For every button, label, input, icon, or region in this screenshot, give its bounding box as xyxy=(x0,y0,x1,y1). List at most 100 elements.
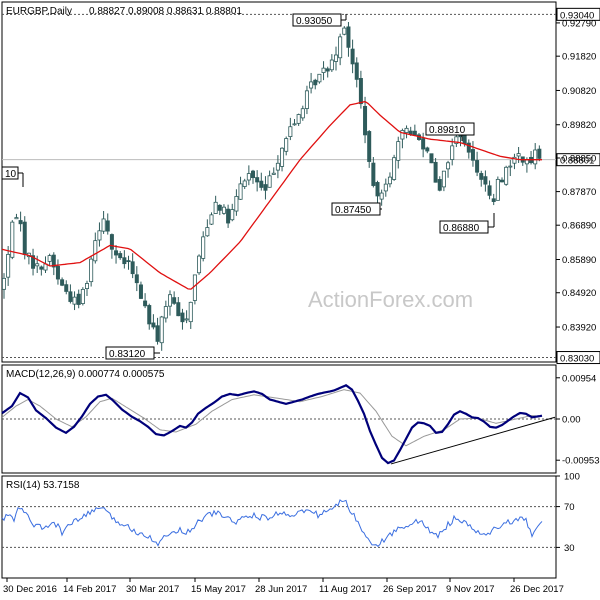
candle-body xyxy=(491,198,496,202)
price-ytick-label: 0.83920 xyxy=(562,323,596,334)
candle-body xyxy=(400,130,405,140)
candle-body xyxy=(180,312,185,323)
candle-body xyxy=(122,257,127,265)
price-hline-label-box xyxy=(556,7,600,21)
candle-body xyxy=(387,176,392,185)
price-ytick-label: 0.88850 xyxy=(562,154,596,165)
candle-body xyxy=(97,230,102,241)
candle-body xyxy=(537,148,542,159)
candle-body xyxy=(155,325,160,342)
price-header-ohlc: 0.88827 0.89008 0.88631 0.88801 xyxy=(89,6,242,17)
annotation-box xyxy=(105,346,155,360)
candle-body xyxy=(176,302,181,317)
candle-body xyxy=(22,221,27,256)
candle-body xyxy=(350,48,355,65)
price-panel-frame xyxy=(1,1,557,363)
rsi-ytick-label: 70 xyxy=(564,502,575,513)
candle-body xyxy=(114,250,119,256)
candle-body xyxy=(85,283,90,289)
candle-body xyxy=(263,184,268,191)
candle-body xyxy=(159,316,164,344)
candle-body xyxy=(31,255,36,269)
price-hline-label-box xyxy=(556,351,600,365)
x-tick-label: 15 May 2017 xyxy=(191,584,246,595)
candle-body xyxy=(221,206,226,214)
candle-body xyxy=(309,81,314,89)
macd-header-label: MACD(12,26,9) 0.000774 0.000575 xyxy=(6,369,165,380)
candle-body xyxy=(383,183,388,192)
candle-body xyxy=(250,170,255,179)
candle-body xyxy=(238,183,243,200)
candle-body xyxy=(72,296,77,305)
candle-body xyxy=(197,255,202,274)
annotation-label: 10 xyxy=(5,169,17,180)
candle-body xyxy=(321,67,326,73)
macd-line xyxy=(1,384,543,465)
annotation-label: 0.86880 xyxy=(443,223,480,234)
candle-body xyxy=(2,277,7,290)
candle-body xyxy=(450,145,455,160)
candle-body xyxy=(392,157,397,180)
candle-body xyxy=(396,141,401,161)
price-ytick-label: 0.87870 xyxy=(562,187,596,198)
price-ytick-label: 0.85890 xyxy=(562,255,596,266)
candle-body xyxy=(363,105,368,136)
x-tick-label: 30 Dec 2016 xyxy=(3,584,57,595)
candle-body xyxy=(18,220,23,225)
candle-body xyxy=(533,149,538,165)
text-labels: EURGBP,Daily 0.88827 0.89008 0.88631 0.8… xyxy=(6,6,473,491)
current-price-label: 0.88801 xyxy=(560,156,594,167)
macd-signal-line xyxy=(1,389,543,447)
candle-body xyxy=(495,178,500,201)
candle-body xyxy=(14,217,19,220)
x-tick-label: 26 Dec 2017 xyxy=(510,584,564,595)
candle-body xyxy=(375,182,380,197)
candle-body xyxy=(55,265,60,280)
rsi-panel xyxy=(1,499,556,548)
candle-body xyxy=(371,162,376,186)
candle-body xyxy=(421,138,426,150)
annotation-box xyxy=(439,220,489,234)
candle-body xyxy=(118,253,123,259)
watermark-text: ActionForex.com xyxy=(308,287,473,312)
annotation-label: 0.93050 xyxy=(296,16,333,27)
annotation-box xyxy=(425,122,475,136)
candle-body xyxy=(201,236,206,259)
candle-body xyxy=(167,294,172,307)
candle-body xyxy=(226,208,231,224)
candle-body xyxy=(441,170,446,188)
annotation-box xyxy=(1,166,19,180)
candle-body xyxy=(367,131,372,162)
candle-body xyxy=(437,179,442,191)
annotation-box xyxy=(331,202,381,216)
candle-body xyxy=(259,180,264,188)
candle-body xyxy=(93,240,98,262)
price-hline-label: 0.93040 xyxy=(560,10,594,21)
candle-body xyxy=(338,36,343,59)
candle-body xyxy=(209,214,214,225)
candle-body xyxy=(105,220,110,232)
candle-body xyxy=(10,221,15,258)
candle-body xyxy=(512,156,517,164)
price-ytick-label: 0.92790 xyxy=(562,18,596,29)
price-panel: 0.93040 0.83030 0.88801 0.93050 0.87450 0.898… xyxy=(1,7,600,365)
candle-body xyxy=(109,234,114,250)
candle-body xyxy=(138,284,143,299)
candle-body xyxy=(230,209,235,221)
candle-body xyxy=(64,284,69,292)
macd-ytick-label: 0.00 xyxy=(562,415,581,426)
x-tick-label: 14 Feb 2017 xyxy=(63,584,116,595)
candle-body xyxy=(333,54,338,62)
candle-body xyxy=(234,196,239,212)
candle-body xyxy=(487,185,492,196)
candle-body xyxy=(446,162,451,170)
candle-body xyxy=(267,175,272,188)
x-tick-label: 30 Mar 2017 xyxy=(126,584,179,595)
price-header-symbol: EURGBP,Daily xyxy=(6,6,72,17)
candle-body xyxy=(454,136,459,144)
candle-body xyxy=(280,147,285,167)
candle-body xyxy=(479,173,484,180)
candle-body xyxy=(143,300,148,307)
candle-body xyxy=(60,279,65,286)
